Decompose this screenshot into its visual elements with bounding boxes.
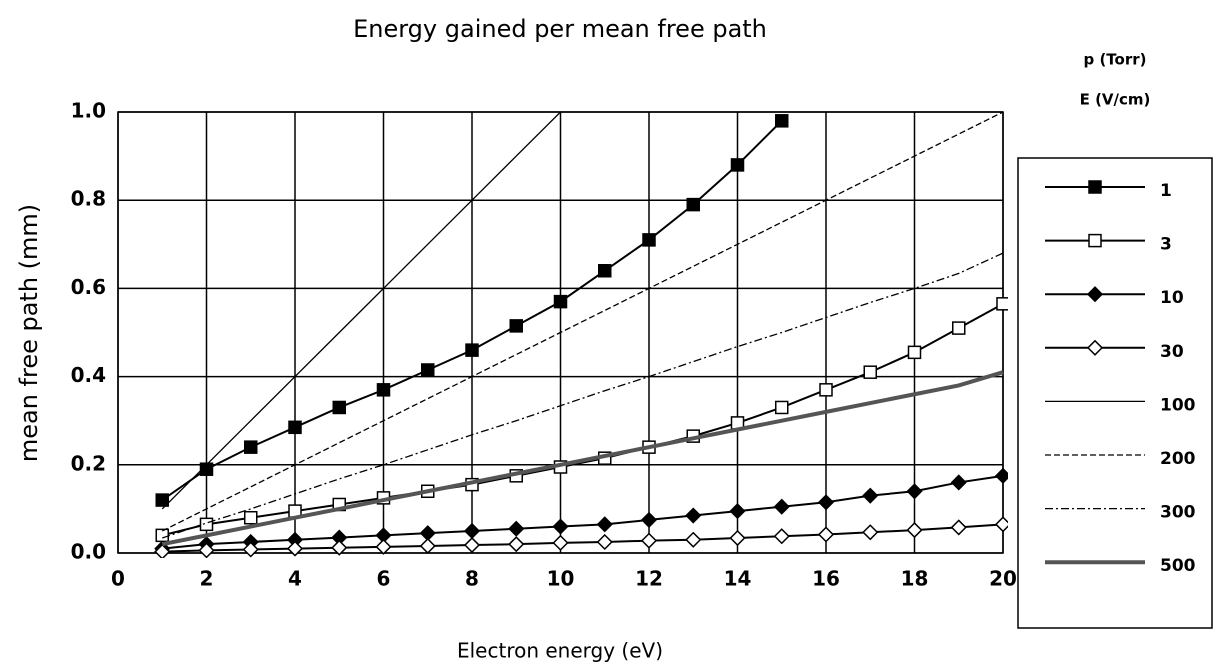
marker [199, 517, 214, 532]
marker [421, 363, 435, 377]
marker [642, 233, 656, 247]
marker [862, 524, 879, 541]
y-tick-label: 1.0 [71, 99, 106, 123]
marker [288, 420, 302, 435]
series-line [162, 252, 1004, 539]
marker [244, 510, 258, 525]
x-tick-label: 18 [901, 567, 929, 591]
marker [729, 503, 746, 520]
legend-marker [1086, 339, 1104, 356]
marker [155, 528, 169, 543]
marker [509, 319, 523, 333]
marker [463, 522, 481, 540]
x-tick-label: 20 [989, 567, 1017, 591]
marker [906, 522, 923, 539]
marker [863, 365, 877, 379]
marker [819, 383, 833, 397]
marker [994, 467, 1008, 484]
marker [552, 518, 569, 535]
marker [463, 537, 481, 554]
x-tick-label: 12 [635, 567, 663, 591]
marker [640, 511, 658, 528]
marker [244, 440, 258, 454]
marker [817, 526, 835, 543]
marker [198, 542, 215, 558]
series-line [161, 370, 1004, 547]
marker [332, 400, 346, 415]
y-tick-label: 0.6 [71, 275, 106, 299]
marker [729, 529, 746, 547]
legend-label: 500 [1160, 556, 1196, 576]
legend-marker [1088, 180, 1102, 194]
x-tick-label: 2 [200, 567, 214, 591]
marker [730, 158, 745, 172]
legend-title: p (Torr) [1083, 51, 1146, 69]
marker [375, 538, 392, 555]
x-tick-label: 8 [465, 567, 479, 591]
legend-box [1017, 157, 1213, 629]
marker [952, 321, 966, 335]
series-line [161, 111, 561, 510]
marker [376, 383, 391, 397]
x-tick-label: 4 [288, 567, 302, 591]
marker [775, 400, 789, 415]
plot-area [154, 111, 1008, 558]
legend-marker [1086, 286, 1104, 303]
y-tick-label: 0.2 [71, 451, 106, 475]
marker [640, 532, 658, 549]
x-tick-label: 6 [377, 567, 391, 591]
y-axis-label: mean free path (mm) [15, 204, 43, 462]
marker [950, 519, 967, 536]
marker [907, 345, 922, 360]
marker [817, 494, 835, 511]
marker [154, 543, 171, 558]
legend-label: 10 [1160, 288, 1184, 308]
marker [773, 528, 790, 545]
marker [686, 197, 700, 212]
legend-label: 100 [1160, 395, 1196, 415]
marker [994, 516, 1008, 533]
marker [996, 297, 1008, 311]
legend-label: 300 [1160, 503, 1196, 523]
marker [596, 516, 613, 533]
y-tick-label: 0.4 [71, 363, 106, 387]
marker [553, 294, 568, 309]
x-tick-label: 10 [547, 567, 575, 591]
x-tick-label: 0 [111, 567, 125, 591]
marker [685, 507, 702, 524]
marker [508, 536, 525, 553]
marker [862, 487, 879, 504]
legend-label: 30 [1160, 342, 1184, 362]
y-tick-label: 0.0 [71, 540, 106, 564]
marker [199, 462, 214, 476]
marker [685, 531, 702, 548]
marker [286, 540, 304, 557]
x-tick-label: 14 [724, 567, 752, 591]
legend-label: 1 [1160, 181, 1172, 201]
legend-title: E (V/cm) [1080, 91, 1151, 109]
marker [508, 520, 525, 537]
marker [773, 498, 790, 515]
series-line [161, 111, 1004, 532]
marker [242, 541, 259, 558]
marker [596, 533, 613, 551]
marker [155, 493, 169, 507]
marker [331, 539, 348, 556]
marker [598, 264, 612, 278]
series-line [162, 302, 1004, 537]
legend-label: 3 [1160, 235, 1172, 255]
y-tick-label: 0.8 [71, 187, 106, 211]
x-axis-label: Electron energy (eV) [457, 639, 663, 663]
marker [465, 343, 479, 357]
chart-title: Energy gained per mean free path [353, 15, 767, 43]
legend-marker [1088, 233, 1102, 248]
marker [775, 114, 789, 128]
marker [906, 483, 923, 500]
marker [950, 474, 967, 491]
legend-label: 200 [1160, 449, 1196, 469]
marker [552, 534, 569, 551]
x-tick-label: 16 [812, 567, 840, 591]
marker [419, 537, 436, 555]
